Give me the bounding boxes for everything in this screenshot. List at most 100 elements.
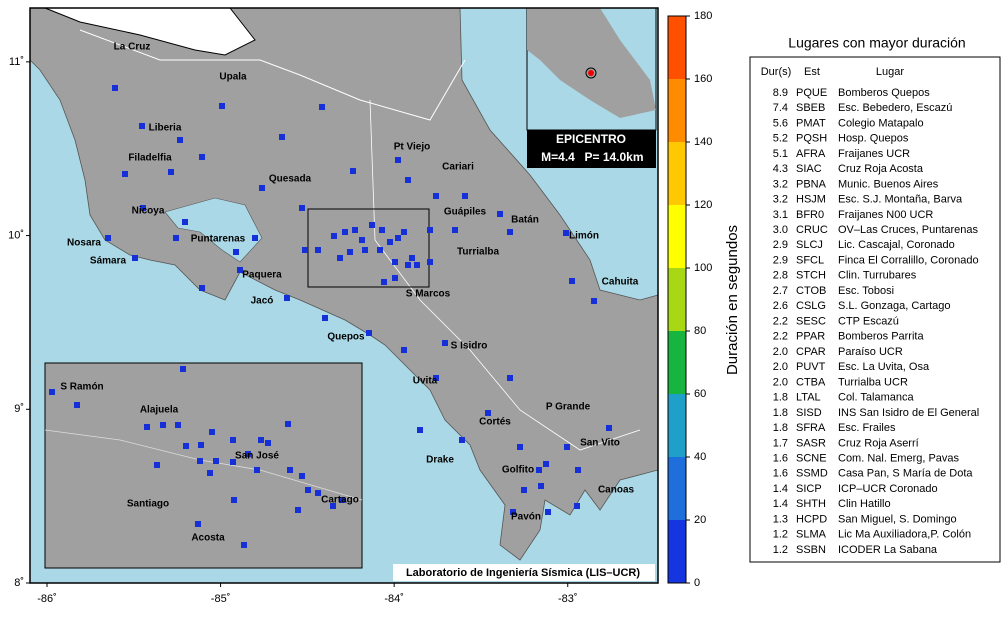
station [168,169,174,175]
epicenter-box [527,130,656,168]
station [132,255,138,261]
station [521,487,527,493]
table-place: Paraíso UCR [838,346,903,358]
station [330,503,336,509]
station [177,137,183,143]
x-tick-label: -83˚ [558,593,578,605]
place-label: Pavón [511,512,541,523]
table-frame [749,56,1001,563]
station [352,227,358,233]
station [387,239,393,245]
station [606,425,612,431]
station [337,255,343,261]
table-duration: 5.6 [773,117,788,129]
place-label: Batán [511,215,539,226]
station [265,440,271,446]
colorbar-tick-label: 100 [694,262,712,274]
table-station: PUVT [796,361,826,373]
place-label: Cortés [479,417,511,428]
table-duration: 2.9 [773,254,788,266]
place-label: S Isidro [451,341,488,352]
station [285,421,291,427]
station [350,168,356,174]
colorbar-band [668,205,686,268]
station [105,235,111,241]
colorbar-frame [667,15,687,584]
table-duration: 1.6 [773,453,788,465]
place-label: P Grande [546,402,591,413]
colorbar-band [668,268,686,331]
station [401,229,407,235]
station [49,389,55,395]
station [245,451,251,457]
place-label: Filadelfia [128,153,172,164]
station [538,483,544,489]
station [209,429,215,435]
station [377,247,383,253]
station [241,542,247,548]
station [545,509,551,515]
table-duration: 1.8 [773,407,788,419]
station [305,487,311,493]
place-label: Nosara [67,238,101,249]
table-duration: 2.6 [773,300,788,312]
station [252,235,258,241]
table-place: Esc. Frailes [838,422,896,434]
inset-place-label: Alajuela [140,405,179,416]
table-station: PBNA [796,178,827,190]
table-place: S.L. Gonzaga, Cartago [838,300,951,312]
table-station: PMAT [796,117,826,129]
station [199,285,205,291]
station [237,267,243,273]
table-station: CPAR [796,346,826,358]
y-tick-label: 8˚ [14,577,24,589]
station [315,490,321,496]
table-station: CTBA [796,376,826,388]
station [207,470,213,476]
table-duration: 1.4 [773,483,788,495]
table-place: OV–Las Cruces, Puntarenas [838,224,979,236]
station [433,375,439,381]
station [459,437,465,443]
table-duration: 1.4 [773,498,788,510]
station [183,443,189,449]
map-frame [29,7,659,584]
colorbar-band [668,16,686,79]
place-label: La Cruz [114,42,151,53]
table-station: HCPD [796,513,827,525]
table-place: Colegio Matapalo [838,117,924,129]
place-label: Liberia [149,123,182,134]
inset-place-label: Santiago [127,499,169,510]
table-duration: 4.3 [773,163,788,175]
colorbar-band [668,142,686,205]
y-tick-label: 9˚ [14,403,24,415]
table-station: SBEB [796,102,825,114]
border [79,29,466,121]
table-place: Esc. Tobosi [838,285,894,297]
colorbar-tick-label: 40 [694,451,706,463]
colorbar-tick-label: 160 [694,73,712,85]
place-label: Drake [426,455,454,466]
table-station: SSMD [796,468,828,480]
station [427,259,433,265]
station [510,509,516,515]
table-duration: 1.2 [773,529,788,541]
colorbar-band [668,520,686,583]
place-label: Guápiles [444,207,487,218]
table-place: Cruz Roja Aserrí [838,437,919,449]
place-label: Upala [219,72,247,83]
station [284,295,290,301]
place-label: Uvita [413,376,438,387]
station [574,503,580,509]
table-station: SFCL [796,254,824,266]
table-station: SSBN [796,544,826,556]
station [302,247,308,253]
epicenter-dot [588,70,594,76]
station [395,235,401,241]
table-station: SLMA [796,529,827,541]
colorbar-tick-label: 20 [694,514,706,526]
station [322,315,328,321]
place-label: Pt Viejo [394,142,431,153]
table-place: San Miguel, S. Domingo [838,513,957,525]
station [195,521,201,527]
